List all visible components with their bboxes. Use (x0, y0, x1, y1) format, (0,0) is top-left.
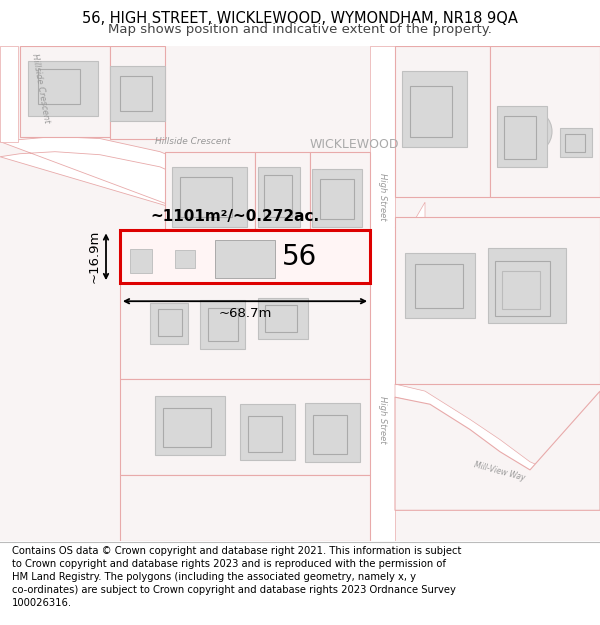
Bar (488, 248, 566, 323)
Bar (258, 298, 308, 339)
Polygon shape (310, 152, 370, 268)
Bar (560, 129, 592, 157)
Text: 56: 56 (283, 242, 317, 271)
Polygon shape (110, 46, 165, 139)
Bar (150, 303, 188, 344)
Bar (28, 61, 98, 116)
Polygon shape (120, 475, 370, 541)
Bar (200, 300, 245, 349)
Bar (155, 396, 225, 455)
Polygon shape (165, 152, 255, 268)
Bar (410, 86, 452, 136)
Bar (258, 167, 300, 228)
Polygon shape (120, 283, 370, 379)
Bar (180, 177, 232, 217)
Polygon shape (120, 379, 370, 475)
Bar (130, 249, 152, 273)
Text: Mill-View Way: Mill-View Way (473, 461, 527, 483)
Bar (38, 69, 80, 104)
Bar (215, 239, 275, 278)
Polygon shape (20, 46, 110, 136)
Text: Map shows position and indicative extent of the property.: Map shows position and indicative extent… (108, 24, 492, 36)
Bar (172, 167, 247, 228)
Text: Hillside Crescent: Hillside Crescent (30, 52, 51, 124)
Polygon shape (395, 46, 490, 197)
Polygon shape (0, 46, 18, 142)
Polygon shape (395, 217, 600, 384)
Text: Contains OS data © Crown copyright and database right 2021. This information is : Contains OS data © Crown copyright and d… (12, 546, 461, 609)
Bar (497, 106, 547, 167)
Bar (320, 179, 354, 219)
Bar (248, 416, 282, 452)
Bar (120, 231, 370, 283)
Text: High Street: High Street (379, 173, 388, 221)
Bar (158, 309, 182, 336)
Bar (565, 134, 585, 152)
Text: WICKLEWOOD: WICKLEWOOD (310, 138, 400, 151)
Bar (265, 305, 297, 331)
Bar (120, 76, 152, 111)
Bar (110, 66, 165, 121)
Bar (405, 253, 475, 318)
Polygon shape (255, 152, 310, 268)
Bar (163, 408, 211, 447)
Polygon shape (395, 391, 600, 511)
Text: High Street: High Street (379, 396, 388, 443)
Bar (370, 46, 395, 541)
Bar (175, 249, 195, 268)
Polygon shape (395, 384, 600, 505)
Bar (313, 416, 347, 454)
Bar (402, 71, 467, 147)
Bar (495, 261, 550, 316)
Text: ~16.9m: ~16.9m (88, 230, 101, 284)
Bar (264, 175, 292, 218)
Bar (504, 116, 536, 159)
Circle shape (508, 109, 552, 154)
Bar (240, 404, 295, 460)
Polygon shape (490, 46, 600, 197)
Text: 56, HIGH STREET, WICKLEWOOD, WYMONDHAM, NR18 9QA: 56, HIGH STREET, WICKLEWOOD, WYMONDHAM, … (82, 11, 518, 26)
Polygon shape (395, 202, 425, 228)
Text: ~68.7m: ~68.7m (218, 308, 272, 320)
Text: Hillside Crescent: Hillside Crescent (155, 137, 230, 146)
Bar (502, 271, 540, 309)
Bar (305, 403, 360, 462)
Bar (208, 308, 238, 341)
Polygon shape (0, 136, 370, 280)
Bar (312, 169, 362, 228)
Text: ~1101m²/~0.272ac.: ~1101m²/~0.272ac. (151, 209, 320, 224)
Bar (415, 264, 463, 308)
